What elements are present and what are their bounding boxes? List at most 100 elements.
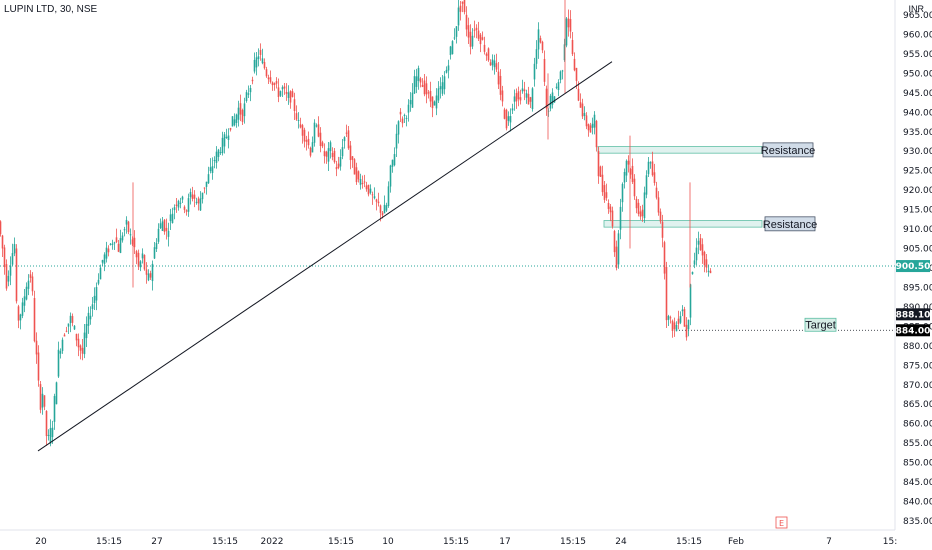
candle-body (305, 140, 308, 142)
candle-body (7, 275, 10, 282)
candle-body (113, 242, 116, 244)
candle-body (323, 151, 326, 157)
candle-body (639, 211, 642, 217)
candle-body (245, 92, 248, 102)
candle-body (505, 109, 508, 129)
candle-body (299, 124, 302, 128)
candle-body (577, 88, 580, 101)
candle-body (73, 325, 76, 330)
candle-body (537, 29, 540, 50)
candle-body (623, 171, 626, 183)
y-tick-label: 910.00 (903, 225, 932, 235)
candle-body (517, 91, 520, 100)
candle-body (529, 97, 532, 102)
candle-body (543, 58, 546, 82)
candle-body (271, 82, 274, 86)
candle-body (313, 122, 316, 143)
y-tick-label: 920.00 (903, 186, 932, 196)
resistance-zone[interactable] (603, 220, 763, 228)
candle-body (55, 382, 58, 405)
candle-body (387, 186, 390, 206)
candle-body (41, 393, 44, 408)
candle-body (85, 324, 88, 339)
candle-body (227, 135, 230, 140)
candle-body (263, 62, 266, 69)
candle-body (147, 273, 150, 281)
candle-body (441, 82, 444, 94)
symbol-title[interactable]: LUPIN LTD, 30, NSE (4, 4, 98, 15)
candle-body (553, 96, 556, 103)
candle-body (213, 160, 216, 162)
candle-body (377, 201, 380, 204)
candle-body (647, 161, 650, 175)
resistance-label-box[interactable] (762, 142, 814, 158)
candle-body (605, 192, 608, 198)
candle-body (319, 132, 322, 146)
candle-body (109, 243, 112, 245)
candle-body (357, 171, 360, 180)
candle-body (649, 162, 652, 164)
y-tick-label: 865.00 (903, 400, 932, 410)
candle-body (561, 70, 564, 72)
candle-body (207, 174, 210, 184)
candle-body (155, 242, 158, 249)
candle-body (627, 160, 630, 165)
candle-body (617, 233, 620, 265)
x-tick-label: 10 (382, 537, 394, 547)
trendline[interactable] (37, 61, 613, 452)
candle-body (349, 145, 352, 161)
candle-body (0, 221, 2, 235)
candle-body (343, 137, 346, 142)
candle-body (283, 86, 286, 89)
resistance-zone[interactable] (597, 146, 763, 154)
candle-body (573, 58, 576, 71)
candle-body (591, 123, 594, 128)
candle-body (49, 428, 52, 444)
candle-body (685, 324, 688, 338)
candle-body (341, 147, 344, 157)
candle-body (487, 48, 490, 61)
candle-body (419, 78, 422, 83)
candle-body (589, 125, 592, 133)
candle-body (551, 92, 554, 105)
candle-body (29, 274, 32, 278)
resistance-label-box[interactable] (764, 216, 816, 232)
events-icon-label: E (779, 519, 784, 528)
candle-body (91, 304, 94, 310)
candle-body (203, 187, 206, 189)
price-tag (896, 308, 930, 321)
y-tick-label: 835.00 (903, 517, 932, 527)
candle-body (587, 124, 590, 131)
target-label-box[interactable] (804, 317, 837, 332)
candle-body (157, 228, 160, 242)
candle-body (513, 96, 516, 102)
candle-body (15, 248, 18, 302)
candle-body (469, 31, 472, 47)
candle-body (701, 244, 704, 256)
candle-body (353, 159, 356, 175)
candle-body (389, 165, 392, 187)
candle-body (481, 37, 484, 40)
candle-body (373, 196, 376, 199)
candle-body (439, 86, 442, 90)
events-icon[interactable] (775, 516, 788, 529)
candle-body (555, 86, 558, 88)
candle-body (233, 119, 236, 126)
candle-body (385, 205, 388, 211)
candle-body (507, 116, 510, 121)
candle-body (451, 41, 454, 55)
candle-body (235, 114, 238, 123)
candle-body (167, 230, 170, 237)
candle-body (329, 142, 332, 152)
candle-body (603, 185, 606, 200)
y-tick-label: 955.00 (903, 50, 932, 60)
candle-body (125, 219, 128, 225)
candle-body (365, 185, 368, 190)
candle-body (193, 194, 196, 199)
candle-body (345, 132, 348, 134)
candle-body (523, 89, 526, 92)
candle-body (337, 163, 340, 168)
candle-body (215, 151, 218, 163)
candle-body (655, 187, 658, 198)
